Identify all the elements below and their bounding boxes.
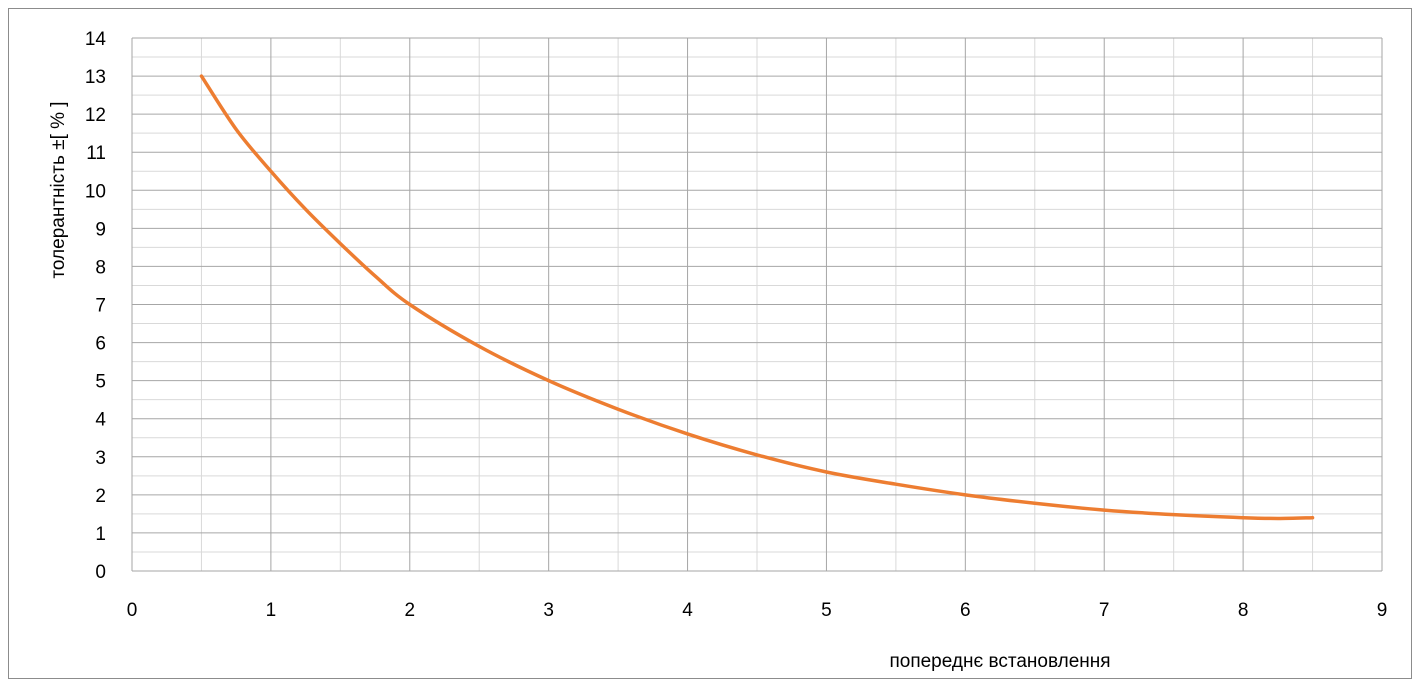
x-tick-label: 8 bbox=[1238, 600, 1249, 621]
major-gridlines bbox=[131, 37, 1383, 572]
chart-frame bbox=[8, 8, 1412, 679]
x-tick-label: 3 bbox=[543, 600, 554, 621]
y-tick-label: 2 bbox=[95, 486, 106, 507]
y-tick-label: 1 bbox=[95, 524, 106, 545]
y-tick-label: 13 bbox=[85, 67, 106, 88]
y-tick-label: 5 bbox=[95, 372, 106, 393]
x-tick-label: 9 bbox=[1377, 600, 1388, 621]
y-tick-label: 4 bbox=[95, 410, 106, 431]
y-tick-label: 12 bbox=[85, 105, 106, 126]
x-tick-label: 1 bbox=[266, 600, 277, 621]
x-tick-label: 4 bbox=[682, 600, 693, 621]
y-tick-label: 6 bbox=[95, 334, 106, 355]
minor-gridlines bbox=[132, 38, 1382, 571]
y-tick-label: 8 bbox=[95, 257, 106, 278]
y-axis-title: толерантність ±[ % ] bbox=[48, 101, 69, 278]
x-tick-label: 5 bbox=[821, 600, 832, 621]
y-tick-label: 9 bbox=[95, 219, 106, 240]
y-tick-label: 0 bbox=[95, 562, 106, 583]
y-tick-label: 7 bbox=[95, 296, 106, 317]
y-tick-label: 11 bbox=[86, 143, 106, 164]
x-axis-title: попереднє встановлення bbox=[889, 651, 1110, 672]
series-layer bbox=[199, 74, 1315, 521]
x-tick-label: 7 bbox=[1099, 600, 1110, 621]
x-tick-label: 2 bbox=[404, 600, 415, 621]
x-axis-tick-labels: 0 1 2 3 4 5 6 7 8 9 bbox=[127, 600, 1388, 621]
y-tick-label: 3 bbox=[95, 448, 106, 469]
y-tick-label: 10 bbox=[85, 181, 106, 202]
x-tick-label: 6 bbox=[960, 600, 971, 621]
series-line-0 bbox=[199, 74, 1315, 521]
y-tick-label: 14 bbox=[85, 29, 107, 50]
x-tick-label: 0 bbox=[127, 600, 138, 621]
